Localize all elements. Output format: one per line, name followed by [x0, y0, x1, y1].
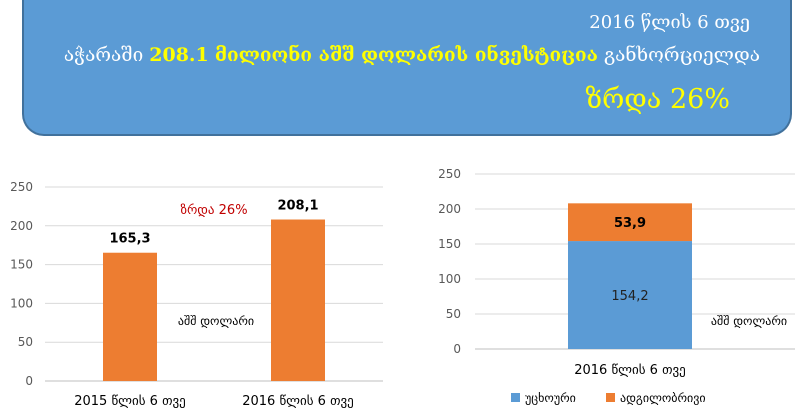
stacked-bar-segment — [568, 203, 692, 242]
headline-banner: 2016 წლის 6 თვე აჭარაში 208.1 მილიონი აშ… — [22, 0, 792, 136]
y-tick-label: 200 — [438, 202, 461, 216]
investment-comparison-chart: 0 50 100 150 200 250 165,3 2015 წლის 6 თვე 208,1… — [10, 180, 383, 409]
legend-label: ადგილობრივი — [620, 391, 706, 405]
segment-value-label: 154,2 — [611, 289, 648, 304]
banner-amount: 208.1 — [149, 44, 209, 66]
y-tick-label: 100 — [10, 296, 33, 310]
y-tick-label: 150 — [438, 237, 461, 251]
unit-label: აშშ დოლარი — [178, 314, 254, 328]
y-tick-label: 50 — [18, 335, 33, 349]
banner-date: 2016 წლის 6 თვე — [589, 12, 750, 33]
y-tick-label: 250 — [438, 167, 461, 181]
y-tick-label: 200 — [10, 219, 33, 233]
bar-value-label: 208,1 — [277, 199, 318, 214]
y-tick-label: 0 — [453, 342, 461, 356]
banner-headline-text: მილიონი აშშ დოლარის ინვესტიცია — [214, 44, 598, 66]
y-tick-label: 150 — [10, 258, 33, 272]
x-tick-label: 2016 წლის 6 თვე — [242, 394, 354, 409]
segment-value-label: 53,9 — [614, 216, 646, 231]
banner-suffix: განხორციელდა — [603, 44, 760, 66]
legend-swatch — [606, 393, 615, 402]
banner-growth: ზრდა 26% — [585, 84, 730, 115]
growth-annotation: ზრდა 26% — [180, 203, 247, 218]
legend-swatch — [511, 393, 520, 402]
banner-prefix: აჭარაში — [63, 44, 144, 66]
y-tick-label: 50 — [446, 307, 461, 321]
y-tick-label: 100 — [438, 272, 461, 286]
legend-label: უცხოური — [525, 391, 576, 405]
y-tick-label: 0 — [25, 374, 33, 388]
bar — [103, 252, 157, 381]
banner-headline: აჭარაში 208.1 მილიონი აშშ დოლარის ინვესტ… — [64, 44, 760, 66]
stacked-bar-segment — [568, 241, 692, 349]
bar-value-label: 165,3 — [109, 232, 150, 247]
y-tick-label: 250 — [10, 180, 33, 194]
x-tick-label: 2016 წლის 6 თვე — [574, 363, 686, 378]
x-tick-label: 2015 წლის 6 თვე — [74, 394, 186, 409]
unit-label: აშშ დოლარი — [711, 314, 787, 328]
bar — [271, 219, 325, 381]
